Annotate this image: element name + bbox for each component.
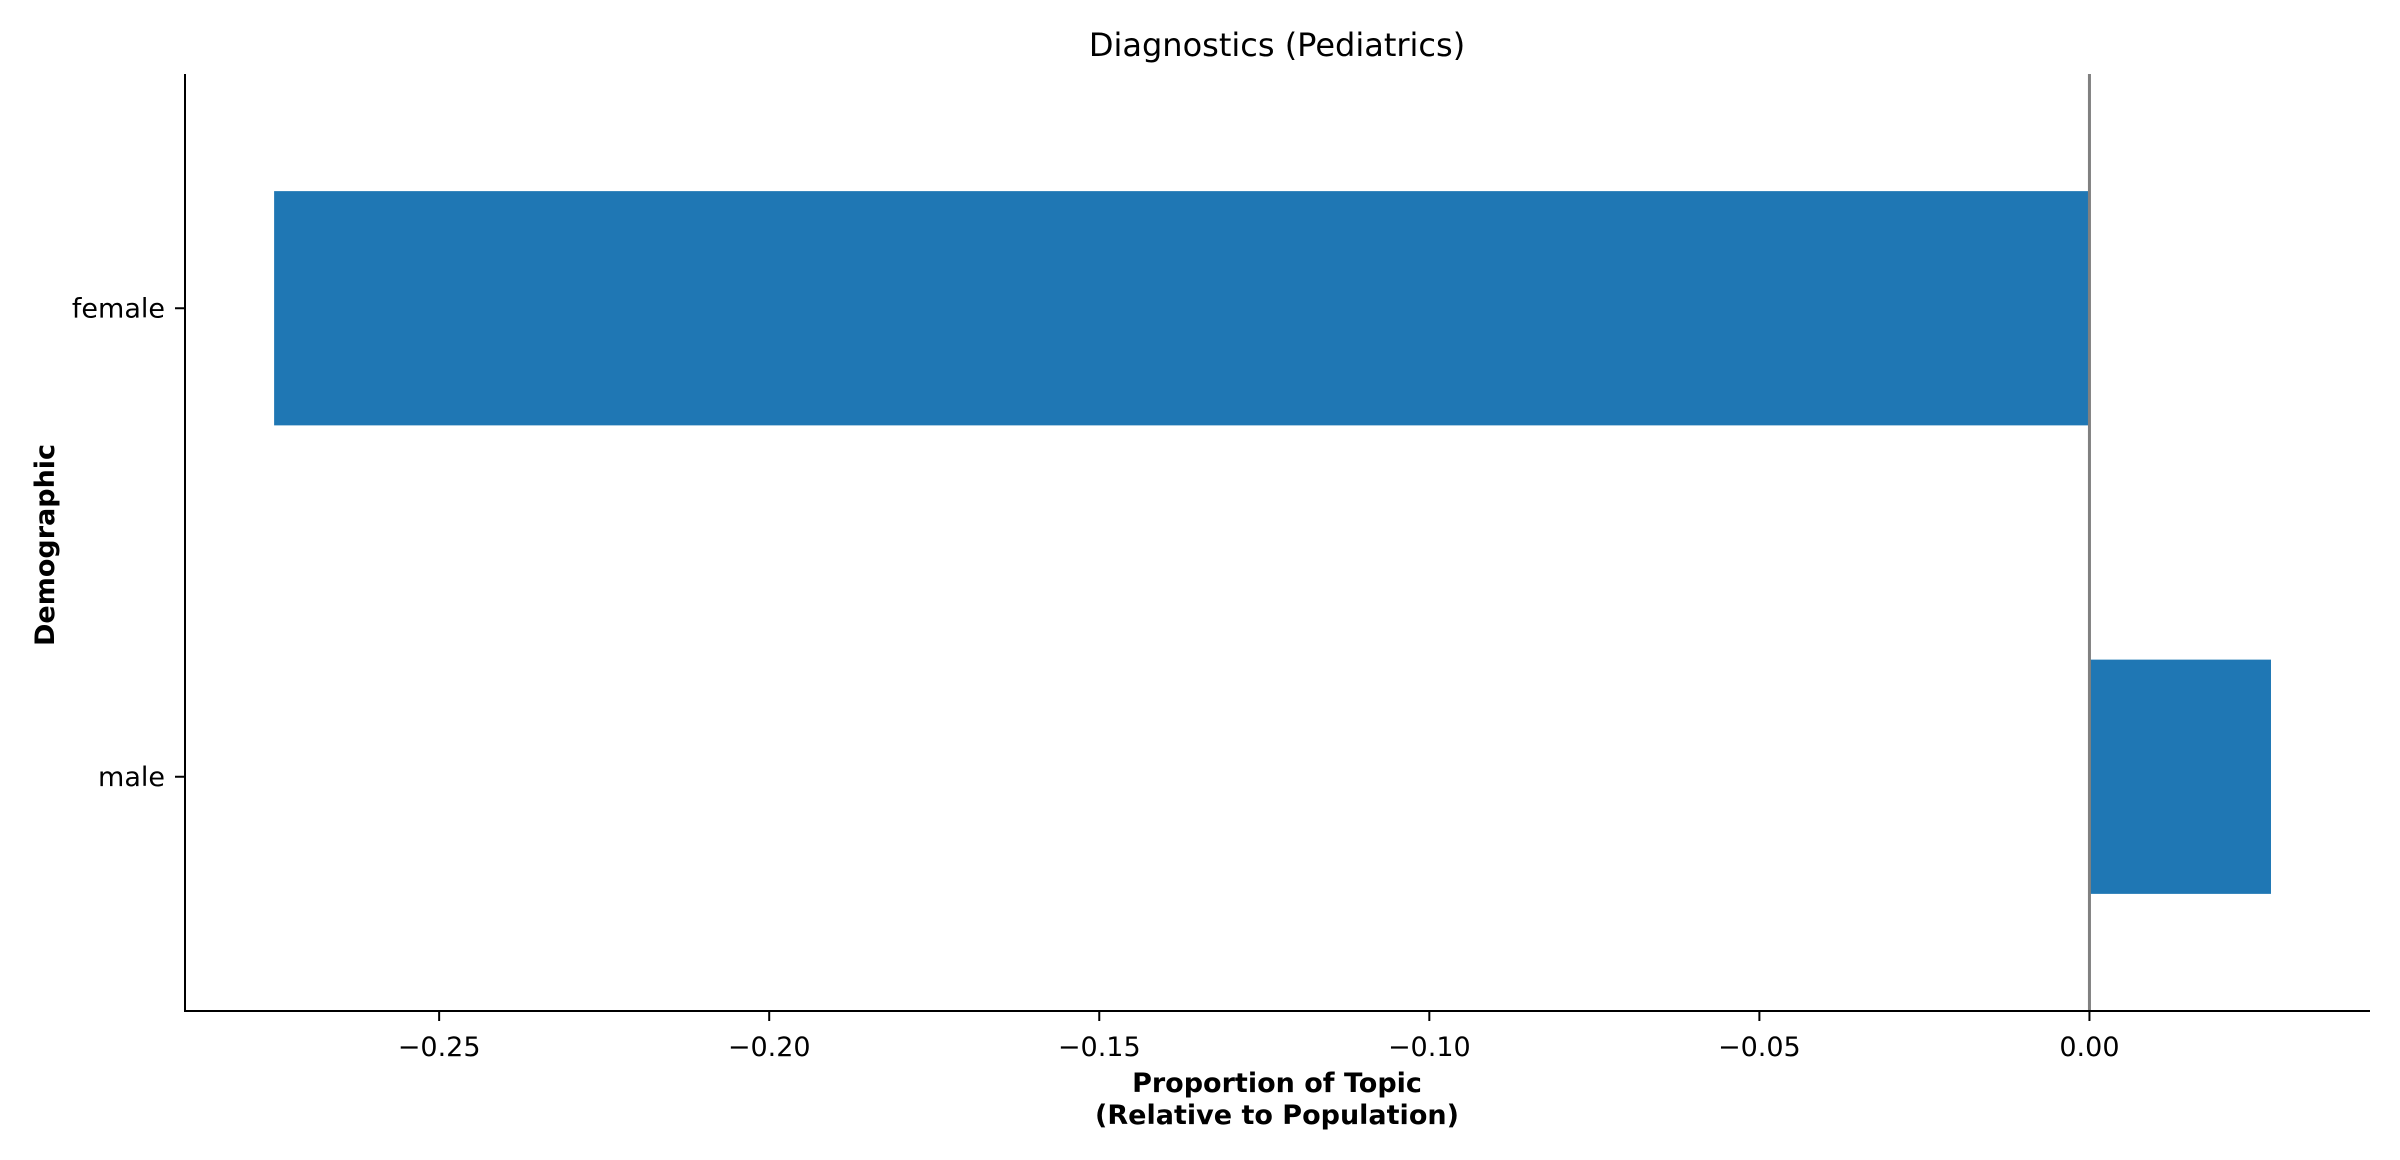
x-tick-label-0: −0.25 — [398, 1032, 481, 1063]
y-axis-label: Demographic — [30, 444, 61, 646]
y-tick-label-female: female — [72, 293, 165, 324]
x-tick-label-4: −0.05 — [1718, 1032, 1801, 1063]
y-tick-label-male: male — [98, 762, 165, 793]
x-axis-label-line-1: Proportion of Topic — [1132, 1068, 1422, 1099]
x-tick-label-2: −0.15 — [1058, 1032, 1141, 1063]
chart-title: Diagnostics (Pediatrics) — [1089, 26, 1465, 64]
bar-male — [2089, 659, 2271, 894]
y-axis-ticks: female male — [72, 293, 185, 793]
x-axis-ticks: −0.25 −0.20 −0.15 −0.10 −0.05 0.00 — [398, 1011, 2120, 1063]
x-axis-label-line-2: (Relative to Population) — [1095, 1100, 1459, 1131]
x-tick-label-1: −0.20 — [728, 1032, 811, 1063]
x-tick-label-5: 0.00 — [2059, 1032, 2119, 1063]
bar-female — [274, 191, 2090, 426]
bars-group — [274, 191, 2271, 894]
x-tick-label-3: −0.10 — [1388, 1032, 1471, 1063]
